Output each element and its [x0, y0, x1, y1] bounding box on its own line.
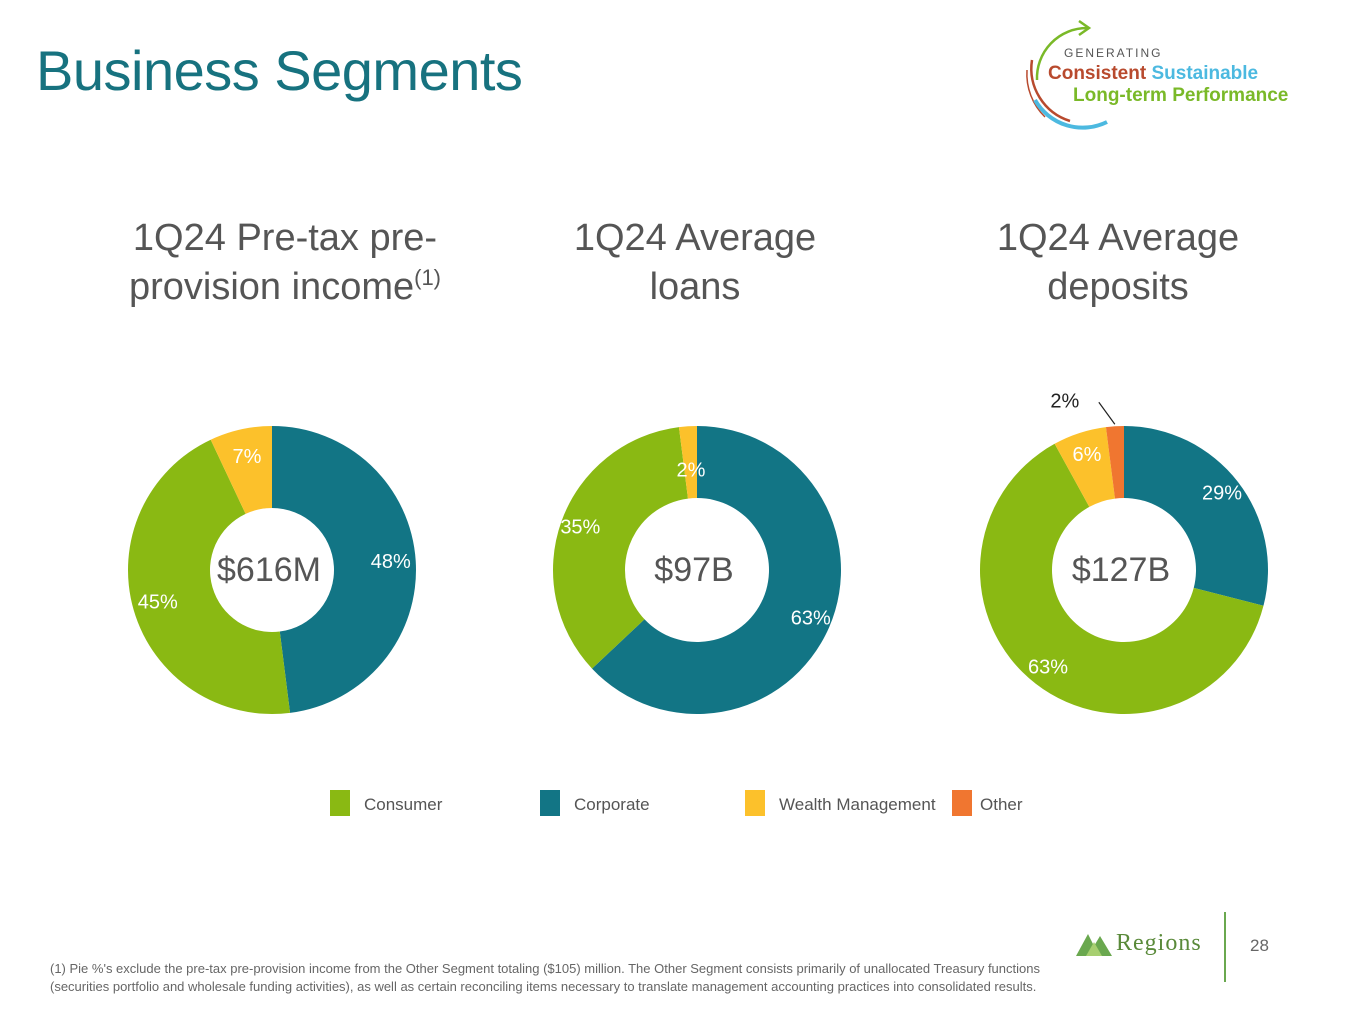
chart-title-deposits: 1Q24 Average deposits — [918, 214, 1318, 312]
donut-1-center-total: $616M — [217, 551, 321, 589]
donut-3-label-corporate: 29% — [1202, 482, 1242, 504]
logo-divider — [1224, 912, 1226, 982]
legend-label-wealth-management: Wealth Management — [779, 795, 936, 814]
legend-swatch-consumer — [330, 790, 350, 816]
tagline-generating: GENERATING — [1064, 46, 1163, 60]
tagline-arc-icon — [1026, 20, 1108, 130]
tagline-line-2: Long-term Performance — [1073, 85, 1289, 106]
page-number: 28 — [1250, 936, 1269, 955]
donut-3-slice-corporate — [1124, 426, 1268, 606]
donut-1-label-corporate: 48% — [371, 551, 411, 573]
tagline-logo: GENERATING Consistent Sustainable Long-t… — [1015, 20, 1335, 135]
chart-title-ppi-footnote-ref: (1) — [414, 265, 442, 290]
chart-title-deposits-line2: deposits — [1047, 266, 1189, 308]
chart-title-ppi-line2: provision income — [128, 266, 415, 308]
donut-2-slice-consumer — [553, 427, 688, 669]
legend-swatch-wealth-management — [745, 790, 765, 816]
donut-2-slice-corporate — [592, 426, 842, 714]
legend-swatch-corporate — [540, 790, 560, 816]
page-title: Business Segments — [36, 39, 523, 102]
regions-logo: Regions — [1074, 926, 1234, 962]
donut-3-center-total: $127B — [1072, 551, 1170, 589]
tagline-consistent: Consistent — [1048, 63, 1147, 84]
donut-1-slice-wealth-management — [210, 426, 272, 514]
regions-logo-text: Regions — [1116, 930, 1202, 956]
donut-3-slice-consumer — [979, 443, 1264, 714]
chart-title-ppi: 1Q24 Pre-tax pre- provision income(1) — [85, 214, 485, 312]
donut-2-slice-wealth-management — [678, 426, 697, 499]
donut-1-label-consumer: 45% — [138, 591, 178, 613]
legend-label-consumer: Consumer — [364, 795, 443, 814]
donut-3-label-other: 2% — [1050, 391, 1079, 413]
regions-leaf-icon — [1076, 934, 1112, 956]
donut-2-label-consumer: 35% — [560, 516, 600, 538]
donut-3-slice-other — [1105, 426, 1124, 499]
legend-label-corporate: Corporate — [574, 795, 650, 814]
donut-1-slice-consumer — [127, 439, 291, 714]
donut-1-label-wealth-management: 7% — [232, 446, 261, 468]
donut-3-slice-wealth-management — [1054, 427, 1115, 507]
chart-title-ppi-line1: 1Q24 Pre-tax pre- — [132, 217, 438, 259]
donut-3-label-wealth-management: 6% — [1072, 444, 1101, 466]
donut-2-label-wealth-management: 2% — [677, 459, 706, 481]
chart-title-loans: 1Q24 Average loans — [495, 214, 895, 312]
donut-3-leader-line — [1098, 401, 1116, 425]
legend-swatch-other — [952, 790, 972, 816]
donut-2-label-corporate: 63% — [791, 608, 831, 630]
legend-label-other: Other — [980, 795, 1023, 814]
donut-2-center-total: $97B — [654, 551, 733, 589]
donut-1-slice-corporate — [272, 426, 417, 713]
footnote: (1) Pie %'s exclude the pre-tax pre-prov… — [50, 961, 1040, 994]
donut-3-label-consumer: 63% — [1028, 656, 1068, 678]
chart-title-loans-line2: loans — [649, 266, 741, 308]
chart-title-deposits-line1: 1Q24 Average — [996, 217, 1240, 259]
chart-title-loans-line1: 1Q24 Average — [573, 217, 817, 259]
tagline-sustainable: Sustainable — [1151, 63, 1259, 84]
tagline-line-1: Consistent Sustainable — [1048, 63, 1258, 85]
